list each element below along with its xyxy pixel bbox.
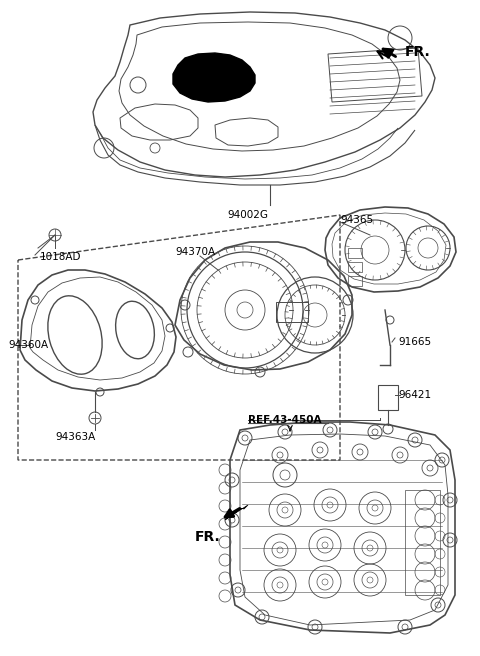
Polygon shape	[173, 53, 255, 102]
Text: 94363A: 94363A	[55, 432, 95, 442]
Text: FR.: FR.	[195, 530, 221, 544]
Text: 94370A: 94370A	[175, 247, 215, 257]
Text: 96421: 96421	[398, 390, 431, 400]
Polygon shape	[225, 505, 248, 520]
Text: 94002G: 94002G	[228, 210, 268, 220]
Text: 94365: 94365	[340, 215, 373, 225]
Text: 91665: 91665	[398, 337, 431, 347]
Text: 94360A: 94360A	[8, 340, 48, 350]
Text: 1018AD: 1018AD	[40, 252, 82, 262]
Text: REF.43-450A: REF.43-450A	[248, 415, 322, 425]
Text: FR.: FR.	[405, 45, 431, 59]
